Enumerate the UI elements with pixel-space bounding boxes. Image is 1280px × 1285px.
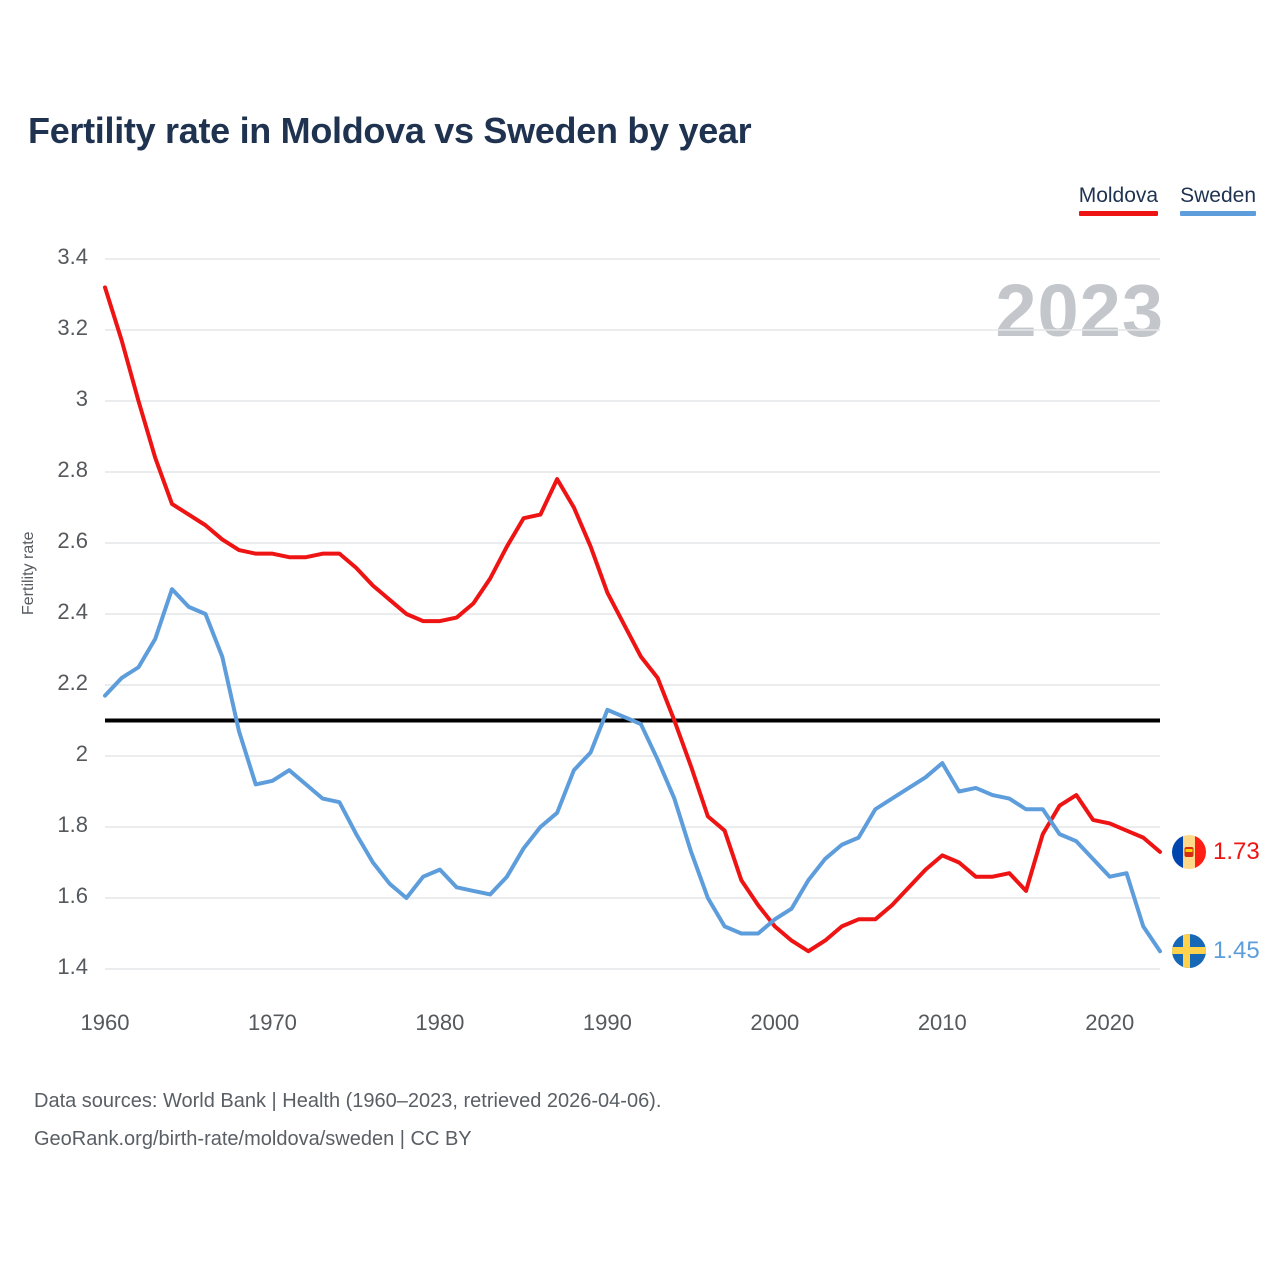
page-title: Fertility rate in Moldova vs Sweden by y… <box>28 110 752 151</box>
legend-swatch-sweden <box>1180 211 1256 216</box>
y-tick-label: 2 <box>75 741 88 766</box>
end-marker-moldova: 1.73 <box>1172 834 1260 869</box>
end-value-sweden: 1.45 <box>1213 937 1260 965</box>
footer-line-sources: Data sources: World Bank | Health (1960–… <box>34 1090 662 1112</box>
x-tick-label: 1960 <box>80 1010 130 1035</box>
x-tick-label: 1980 <box>415 1010 465 1035</box>
end-value-moldova: 1.73 <box>1213 837 1260 865</box>
y-tick-label: 3.2 <box>57 315 88 340</box>
y-tick-label: 3.4 <box>57 244 88 269</box>
x-tick-label: 2010 <box>917 1010 967 1035</box>
legend-item-moldova[interactable]: Moldova <box>1078 184 1159 216</box>
y-tick-label: 1.8 <box>57 812 88 837</box>
x-tick-label: 2000 <box>750 1010 800 1035</box>
year-watermark: 2023 <box>995 269 1164 352</box>
chart-footer: Data sources: World Bank | Health (1960–… <box>34 1082 661 1158</box>
y-tick-label: 3 <box>75 386 88 411</box>
y-tick-label: 2.8 <box>57 457 88 482</box>
legend-label-moldova: Moldova <box>1078 184 1159 207</box>
y-tick-label: 2.6 <box>57 528 88 553</box>
x-tick-label: 2020 <box>1085 1010 1135 1035</box>
x-tick-label: 1990 <box>582 1010 632 1035</box>
y-tick-label: 2.2 <box>57 670 88 695</box>
y-tick-label: 1.4 <box>57 954 88 979</box>
y-tick-label: 1.6 <box>57 883 88 908</box>
footer-line-attribution: GeoRank.org/birth-rate/moldova/sweden | … <box>34 1128 472 1150</box>
legend-item-sweden[interactable]: Sweden <box>1180 184 1256 216</box>
legend-label-sweden: Sweden <box>1180 184 1256 207</box>
legend-swatch-moldova <box>1078 211 1159 216</box>
end-marker-sweden: 1.45 <box>1172 934 1260 969</box>
sweden-flag-icon <box>1172 934 1206 969</box>
x-tick-label: 1970 <box>247 1010 297 1035</box>
y-tick-label: 2.4 <box>57 599 88 624</box>
moldova-flag-icon <box>1172 834 1206 869</box>
chart-legend: Moldova Sweden <box>1078 184 1256 216</box>
